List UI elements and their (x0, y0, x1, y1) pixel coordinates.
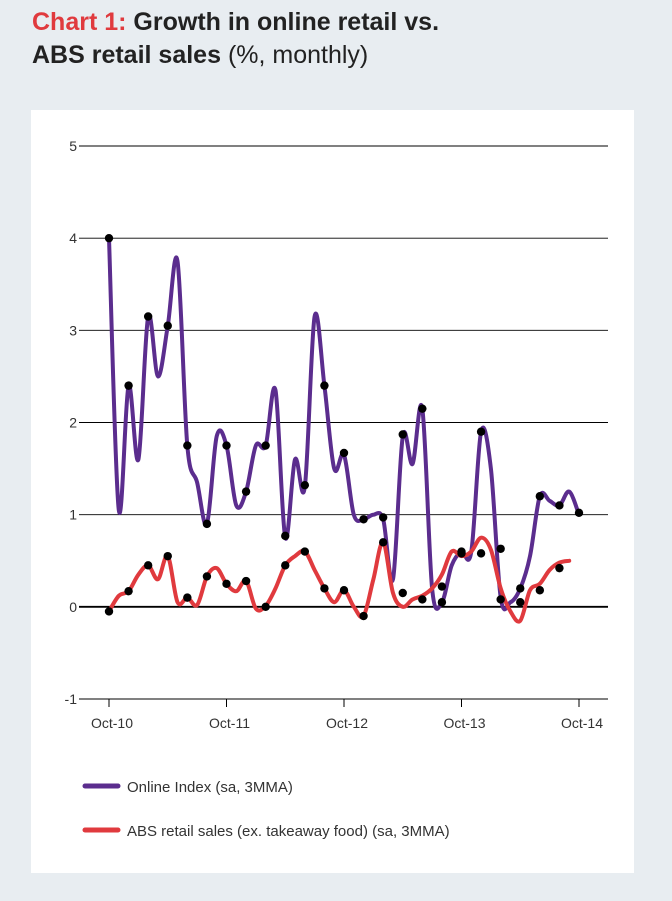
abs-retail-marker (437, 582, 447, 591)
grid-lines (79, 145, 608, 700)
legend: Online Index (sa, 3MMA) ABS retail sales … (82, 779, 450, 840)
y-tick-label: 5 (69, 138, 77, 154)
online-index-marker (555, 501, 564, 510)
title-main-1: Growth in online retail vs. (133, 8, 440, 36)
chart-panel: 5 4 3 2 1 0 -1 Oct-10 Oct-11 Oct-12 Oct-13 Oct-14 … (31, 110, 634, 873)
online-index-marker (124, 381, 133, 390)
online-index-marker (202, 519, 212, 529)
abs-retail-marker (222, 579, 231, 588)
online-index-marker (339, 448, 349, 458)
x-tick-label: Oct-14 (561, 715, 603, 731)
online-index-marker (378, 513, 388, 522)
online-index-line (107, 236, 581, 612)
online-index-marker (241, 487, 251, 496)
abs-retail-marker (398, 588, 407, 598)
online-index-marker (437, 598, 447, 607)
online-index-marker (320, 381, 329, 390)
online-index-marker (163, 321, 172, 330)
online-index-marker (359, 515, 368, 524)
abs-retail-marker (535, 586, 545, 595)
title-main-2: ABS retail sales (32, 41, 221, 69)
title-unit: (%, monthly) (227, 41, 369, 69)
abs-retail-marker (418, 595, 427, 604)
online-index-marker (104, 233, 114, 243)
x-axis: Oct-10 Oct-11 Oct-12 Oct-13 Oct-14 (91, 699, 603, 731)
abs-retail-marker (496, 544, 505, 553)
online-index-marker (261, 441, 270, 450)
abs-retail-marker (124, 586, 133, 596)
online-index-marker (300, 480, 310, 490)
online-index-marker (183, 441, 192, 450)
y-tick-label: 3 (69, 322, 77, 338)
x-tick-label: Oct-10 (91, 715, 133, 731)
abs-retail-marker (320, 584, 329, 593)
x-tick-label: Oct-12 (326, 715, 368, 731)
online-index-marker (222, 441, 231, 450)
x-tick-label: Oct-11 (209, 715, 250, 731)
online-index-marker (476, 427, 486, 436)
y-tick-label: 2 (69, 415, 77, 431)
abs-retail-marker (281, 561, 290, 570)
online-index-marker (535, 492, 545, 501)
abs-retail-marker (202, 572, 212, 581)
abs-retail-marker (300, 547, 310, 556)
y-tick-label: 0 (69, 599, 77, 615)
title-line-2: ABS retail sales (%, monthly) (32, 39, 652, 72)
online-index-marker (516, 584, 525, 593)
y-tick-label: -1 (65, 691, 78, 707)
series-markers (104, 233, 584, 621)
online-index-marker (574, 508, 584, 518)
online-index-marker (496, 595, 505, 604)
abs-retail-marker (261, 602, 270, 612)
abs-retail-marker (339, 586, 349, 595)
legend-label-abs: ABS retail sales (ex. takeaway food) (sa… (127, 823, 450, 840)
abs-retail-marker (555, 563, 564, 573)
y-tick-label: 4 (69, 230, 77, 246)
abs-retail-marker (143, 561, 153, 570)
chart-number: Chart 1: (32, 8, 127, 36)
y-axis-ticks: 5 4 3 2 1 0 -1 (65, 138, 78, 707)
abs-retail-marker (241, 576, 251, 586)
abs-retail-marker (457, 547, 466, 556)
online-index-marker (398, 430, 407, 439)
online-index-marker (281, 531, 290, 541)
abs-retail-marker (359, 611, 368, 621)
abs-retail-marker (104, 607, 114, 616)
abs-retail-marker (163, 551, 172, 561)
chart-title: Chart 1: Growth in online retail vs. ABS… (32, 6, 652, 72)
abs-retail-marker (516, 598, 525, 607)
legend-label-online: Online Index (sa, 3MMA) (127, 779, 293, 796)
online-index-marker (418, 404, 427, 413)
abs-retail-marker (476, 549, 486, 558)
x-tick-label: Oct-13 (443, 715, 485, 731)
y-tick-label: 1 (69, 507, 77, 523)
abs-retail-marker (183, 593, 192, 602)
abs-retail-marker (378, 538, 388, 547)
series-lines (107, 236, 581, 624)
online-index-marker (143, 312, 153, 321)
title-line-1: Chart 1: Growth in online retail vs. (32, 6, 652, 39)
